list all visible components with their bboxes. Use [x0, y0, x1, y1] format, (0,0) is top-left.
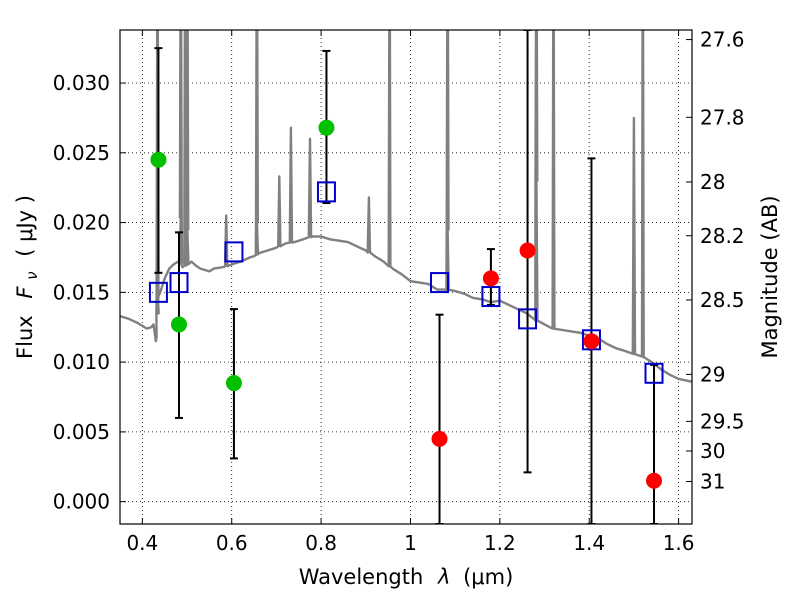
x-tick-label: 1.6 [663, 531, 695, 555]
y-axis-label-subscript: ν [23, 271, 41, 279]
right-tick-label: 31 [700, 470, 725, 494]
x-tick-label: 1 [404, 531, 417, 555]
y-tick-label: 0.030 [53, 71, 110, 95]
x-tick-label: 1.4 [573, 531, 605, 555]
right-tick-label: 27.6 [700, 28, 745, 52]
plot-frame [119, 29, 693, 525]
model-spectrum [120, 30, 692, 383]
x-tick-label: 0.8 [305, 531, 337, 555]
flux-point [318, 119, 335, 136]
y-tick-label: 0.025 [53, 141, 110, 165]
model-flux-squares [148, 181, 664, 384]
right-tick-label: 28 [700, 170, 725, 194]
y-axis-label-unit: ( μJy ) [13, 195, 37, 257]
y-tick-label: 0.010 [53, 350, 110, 374]
right-tick-label: 28.2 [700, 224, 745, 248]
right-tick-label: 27.8 [700, 105, 745, 129]
x-axis-label-text: Wavelength [299, 565, 424, 589]
right-tick-label: 30 [700, 439, 725, 463]
x-axis-ticks: 0.4 0.6 0.8 1 1.2 1.4 1.6 [126, 30, 695, 555]
model-flux-square [430, 272, 450, 294]
model-flux-square [148, 281, 168, 303]
right-tick-label: 28.5 [700, 288, 745, 312]
model-flux-square [644, 362, 664, 384]
y-tick-label: 0.020 [53, 211, 110, 235]
y-axis-label-symbol: F [13, 286, 37, 299]
y-axis-label: Flux F ν ( μJy ) [13, 195, 42, 359]
model-flux-square [169, 272, 189, 294]
model-flux-square [316, 181, 336, 203]
y-tick-label: 0.000 [53, 490, 110, 514]
flux-point [431, 430, 448, 447]
y-tick-label: 0.015 [53, 280, 110, 304]
x-tick-label: 0.6 [216, 531, 248, 555]
x-tick-label: 0.4 [126, 531, 158, 555]
x-axis-label-symbol: λ [437, 565, 450, 589]
right-axis-ticks: 27.6 27.8 28 28.2 28.5 29 29.5 30 31 [686, 28, 745, 494]
y-axis-label-text: Flux [13, 315, 37, 359]
model-spectrum-line [120, 30, 692, 383]
flux-point [482, 270, 499, 287]
x-axis-label-unit: (μm) [463, 565, 513, 589]
model-flux-square [224, 241, 244, 263]
right-tick-label: 29.5 [700, 409, 745, 433]
y-tick-label: 0.005 [53, 420, 110, 444]
x-tick-label: 1.2 [484, 531, 516, 555]
grid-lines [120, 30, 692, 524]
flux-point [519, 242, 536, 259]
flux-point [170, 316, 187, 333]
flux-point [150, 151, 167, 168]
right-tick-label: 29 [700, 362, 725, 386]
y-axis-ticks: 0.000 0.005 0.010 0.015 0.020 0.025 0.030 [53, 71, 126, 514]
x-axis-label: Wavelength λ (μm) [299, 565, 514, 589]
model-flux-square [518, 308, 538, 330]
model-flux-square [481, 286, 501, 308]
observed-flux-points [150, 119, 663, 489]
model-flux-square [581, 329, 601, 351]
flux-point [583, 333, 600, 350]
flux-point [225, 375, 242, 392]
right-axis-label: Magnitude (AB) [758, 195, 782, 358]
flux-point [646, 472, 663, 489]
